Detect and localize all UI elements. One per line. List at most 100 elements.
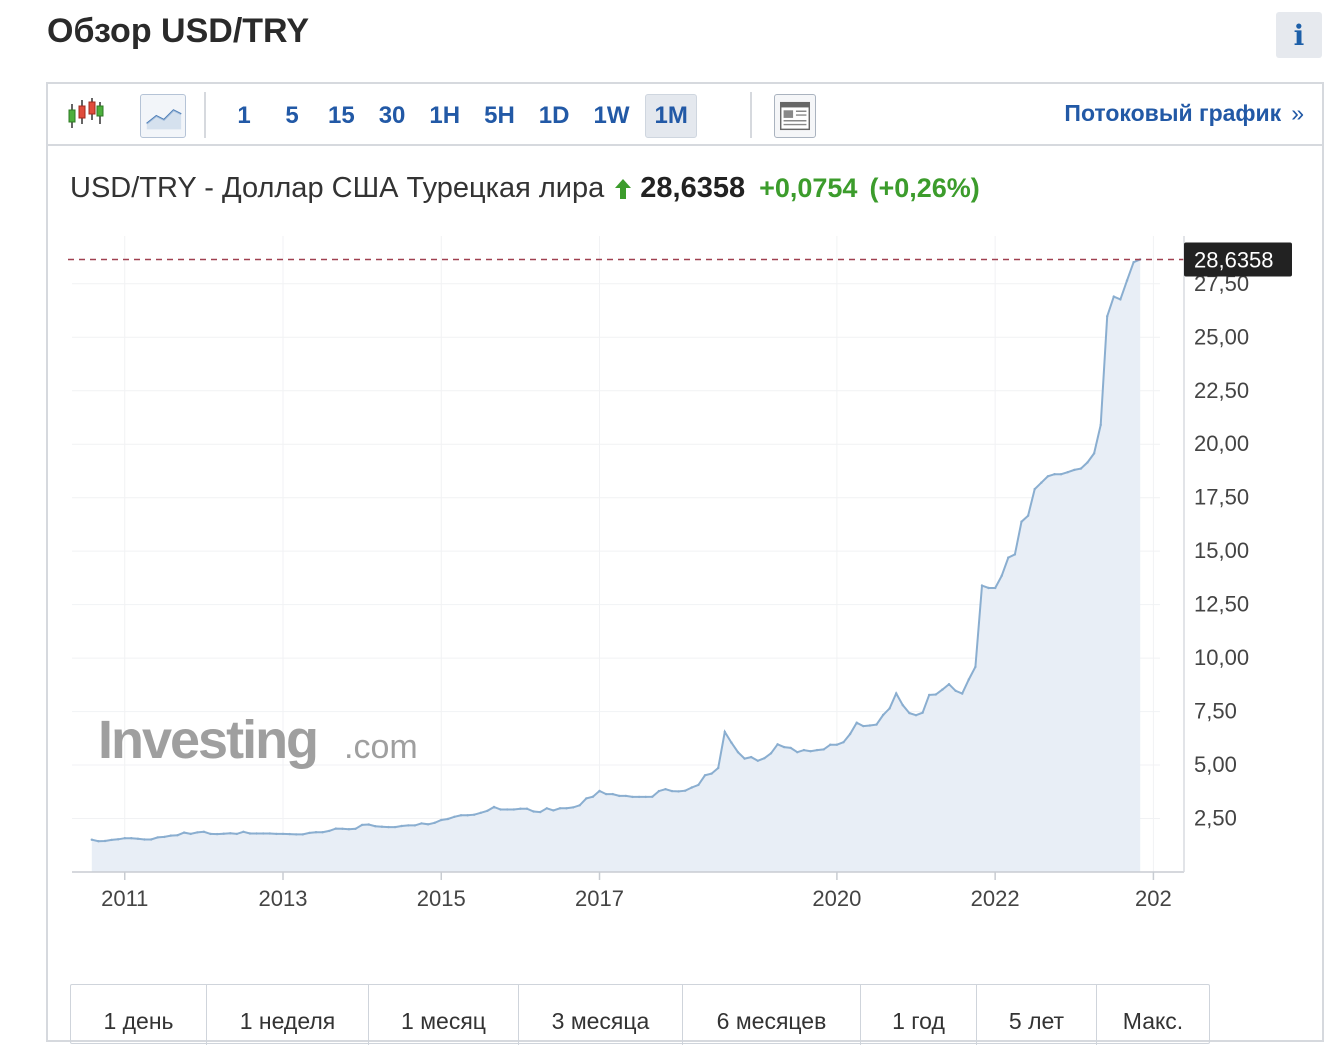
interval-1w[interactable]: 1W [593, 102, 630, 129]
price-point [1106, 315, 1109, 318]
price-point [1013, 553, 1017, 556]
price-point [1026, 514, 1030, 517]
price-point [143, 838, 146, 841]
chevron-right-icon: » [1291, 100, 1304, 126]
range-1-year[interactable]: 1 год [861, 985, 977, 1045]
x-tick-label: 2015 [417, 886, 466, 911]
range-1-day[interactable]: 1 день [71, 985, 207, 1045]
chart-widget: 1 5 15 30 1H 5H 1D 1W 1M Потоковый графи… [46, 82, 1326, 1045]
line-chart-icon[interactable] [140, 94, 186, 138]
instrument-name: USD/TRY - Доллар США Турецкая лира [70, 172, 605, 204]
price-point [677, 790, 680, 793]
price-point [103, 839, 107, 843]
interval-1d[interactable]: 1D [538, 102, 570, 129]
chart-toolbar: 1 5 15 30 1H 5H 1D 1W 1M Потоковый графи… [48, 84, 1322, 146]
price-point [248, 832, 252, 835]
price-point [684, 789, 687, 792]
price-point [848, 732, 852, 736]
x-tick-label: 2011 [101, 886, 148, 911]
price-point [980, 584, 984, 587]
watermark: Investing .com [98, 710, 418, 770]
price-point [255, 832, 258, 835]
price-point [360, 823, 364, 827]
interval-15[interactable]: 15 [328, 102, 355, 129]
x-tick-label: 202 [1135, 886, 1172, 911]
price-point [525, 807, 529, 810]
range-1-month[interactable]: 1 месяц [369, 985, 519, 1045]
price-point [928, 693, 931, 697]
price-point [354, 827, 357, 830]
interval-1h[interactable]: 1H [429, 102, 461, 129]
price-point [875, 723, 878, 726]
price-point [1125, 279, 1129, 282]
streaming-chart-link[interactable]: Потоковый график » [1064, 100, 1304, 127]
price-point [974, 665, 977, 669]
interval-5h[interactable]: 5H [484, 102, 515, 129]
price-point [604, 792, 608, 796]
price-point [987, 586, 990, 590]
candlestick-icon[interactable] [66, 94, 106, 138]
price-point [565, 807, 568, 810]
price-point [215, 832, 219, 836]
price-point [908, 711, 911, 715]
price-point [769, 752, 773, 755]
price-point [275, 832, 278, 836]
price-point [1020, 520, 1023, 523]
price-point [855, 721, 858, 724]
y-tick-label: 17,50 [1194, 485, 1249, 510]
interval-30[interactable]: 30 [378, 102, 406, 129]
price-point [743, 757, 746, 760]
arrow-up-icon [615, 178, 632, 199]
range-max[interactable]: Макс. [1122, 1007, 1184, 1034]
price-point [90, 838, 93, 841]
price-point [1112, 295, 1116, 298]
price-point [815, 748, 819, 752]
price-point [268, 832, 271, 835]
news-layout-icon[interactable] [774, 94, 816, 138]
price-point [367, 823, 370, 826]
last-price-label: 28,6358 [1194, 248, 1274, 273]
price-point [591, 795, 595, 798]
price-point [426, 823, 430, 826]
price-point [644, 795, 647, 799]
streaming-chart-label: Потоковый график [1064, 100, 1282, 126]
price-chart[interactable]: Investing .com 2,50 5,00 7,50 10,00 12,50 15,… [48, 84, 1326, 984]
price-point [374, 825, 377, 828]
price-point [459, 814, 463, 817]
price-point [407, 824, 410, 827]
info-button[interactable]: i [1276, 12, 1322, 58]
price-point [611, 792, 614, 796]
price-point [242, 830, 245, 833]
price-point [209, 832, 212, 836]
price-point [690, 786, 693, 789]
interval-1m[interactable]: 1M [645, 94, 697, 138]
price-point [479, 811, 482, 814]
price-point [664, 788, 667, 791]
price-point [334, 827, 337, 830]
price-point [670, 789, 674, 793]
price-point [631, 795, 634, 799]
toolbar-divider [750, 92, 752, 138]
quote-line: USD/TRY - Доллар США Турецкая лира 28,63… [70, 172, 992, 205]
price-point [380, 825, 384, 828]
price-point [967, 678, 970, 681]
x-axis: 2011 2013 2015 2017 2020 2022 202 [72, 236, 1185, 911]
price-point [229, 832, 232, 835]
range-3-months[interactable]: 3 месяца [519, 985, 683, 1045]
price-point [532, 810, 535, 813]
price-point [420, 822, 423, 825]
price-point [697, 783, 700, 787]
price-point [314, 831, 318, 834]
price-point [1086, 461, 1089, 464]
price-point [888, 707, 891, 710]
interval-5[interactable]: 5 [285, 102, 299, 129]
price-point [954, 689, 957, 692]
price-point [413, 824, 417, 827]
price-point [802, 748, 806, 752]
range-1-week[interactable]: 1 неделя [207, 985, 369, 1045]
interval-1[interactable]: 1 [237, 102, 251, 129]
price-point [235, 832, 238, 836]
range-6-months[interactable]: 6 месяцев [683, 985, 861, 1045]
range-5-years[interactable]: 5 лет [977, 985, 1097, 1045]
watermark-brand: Investing [98, 710, 317, 770]
